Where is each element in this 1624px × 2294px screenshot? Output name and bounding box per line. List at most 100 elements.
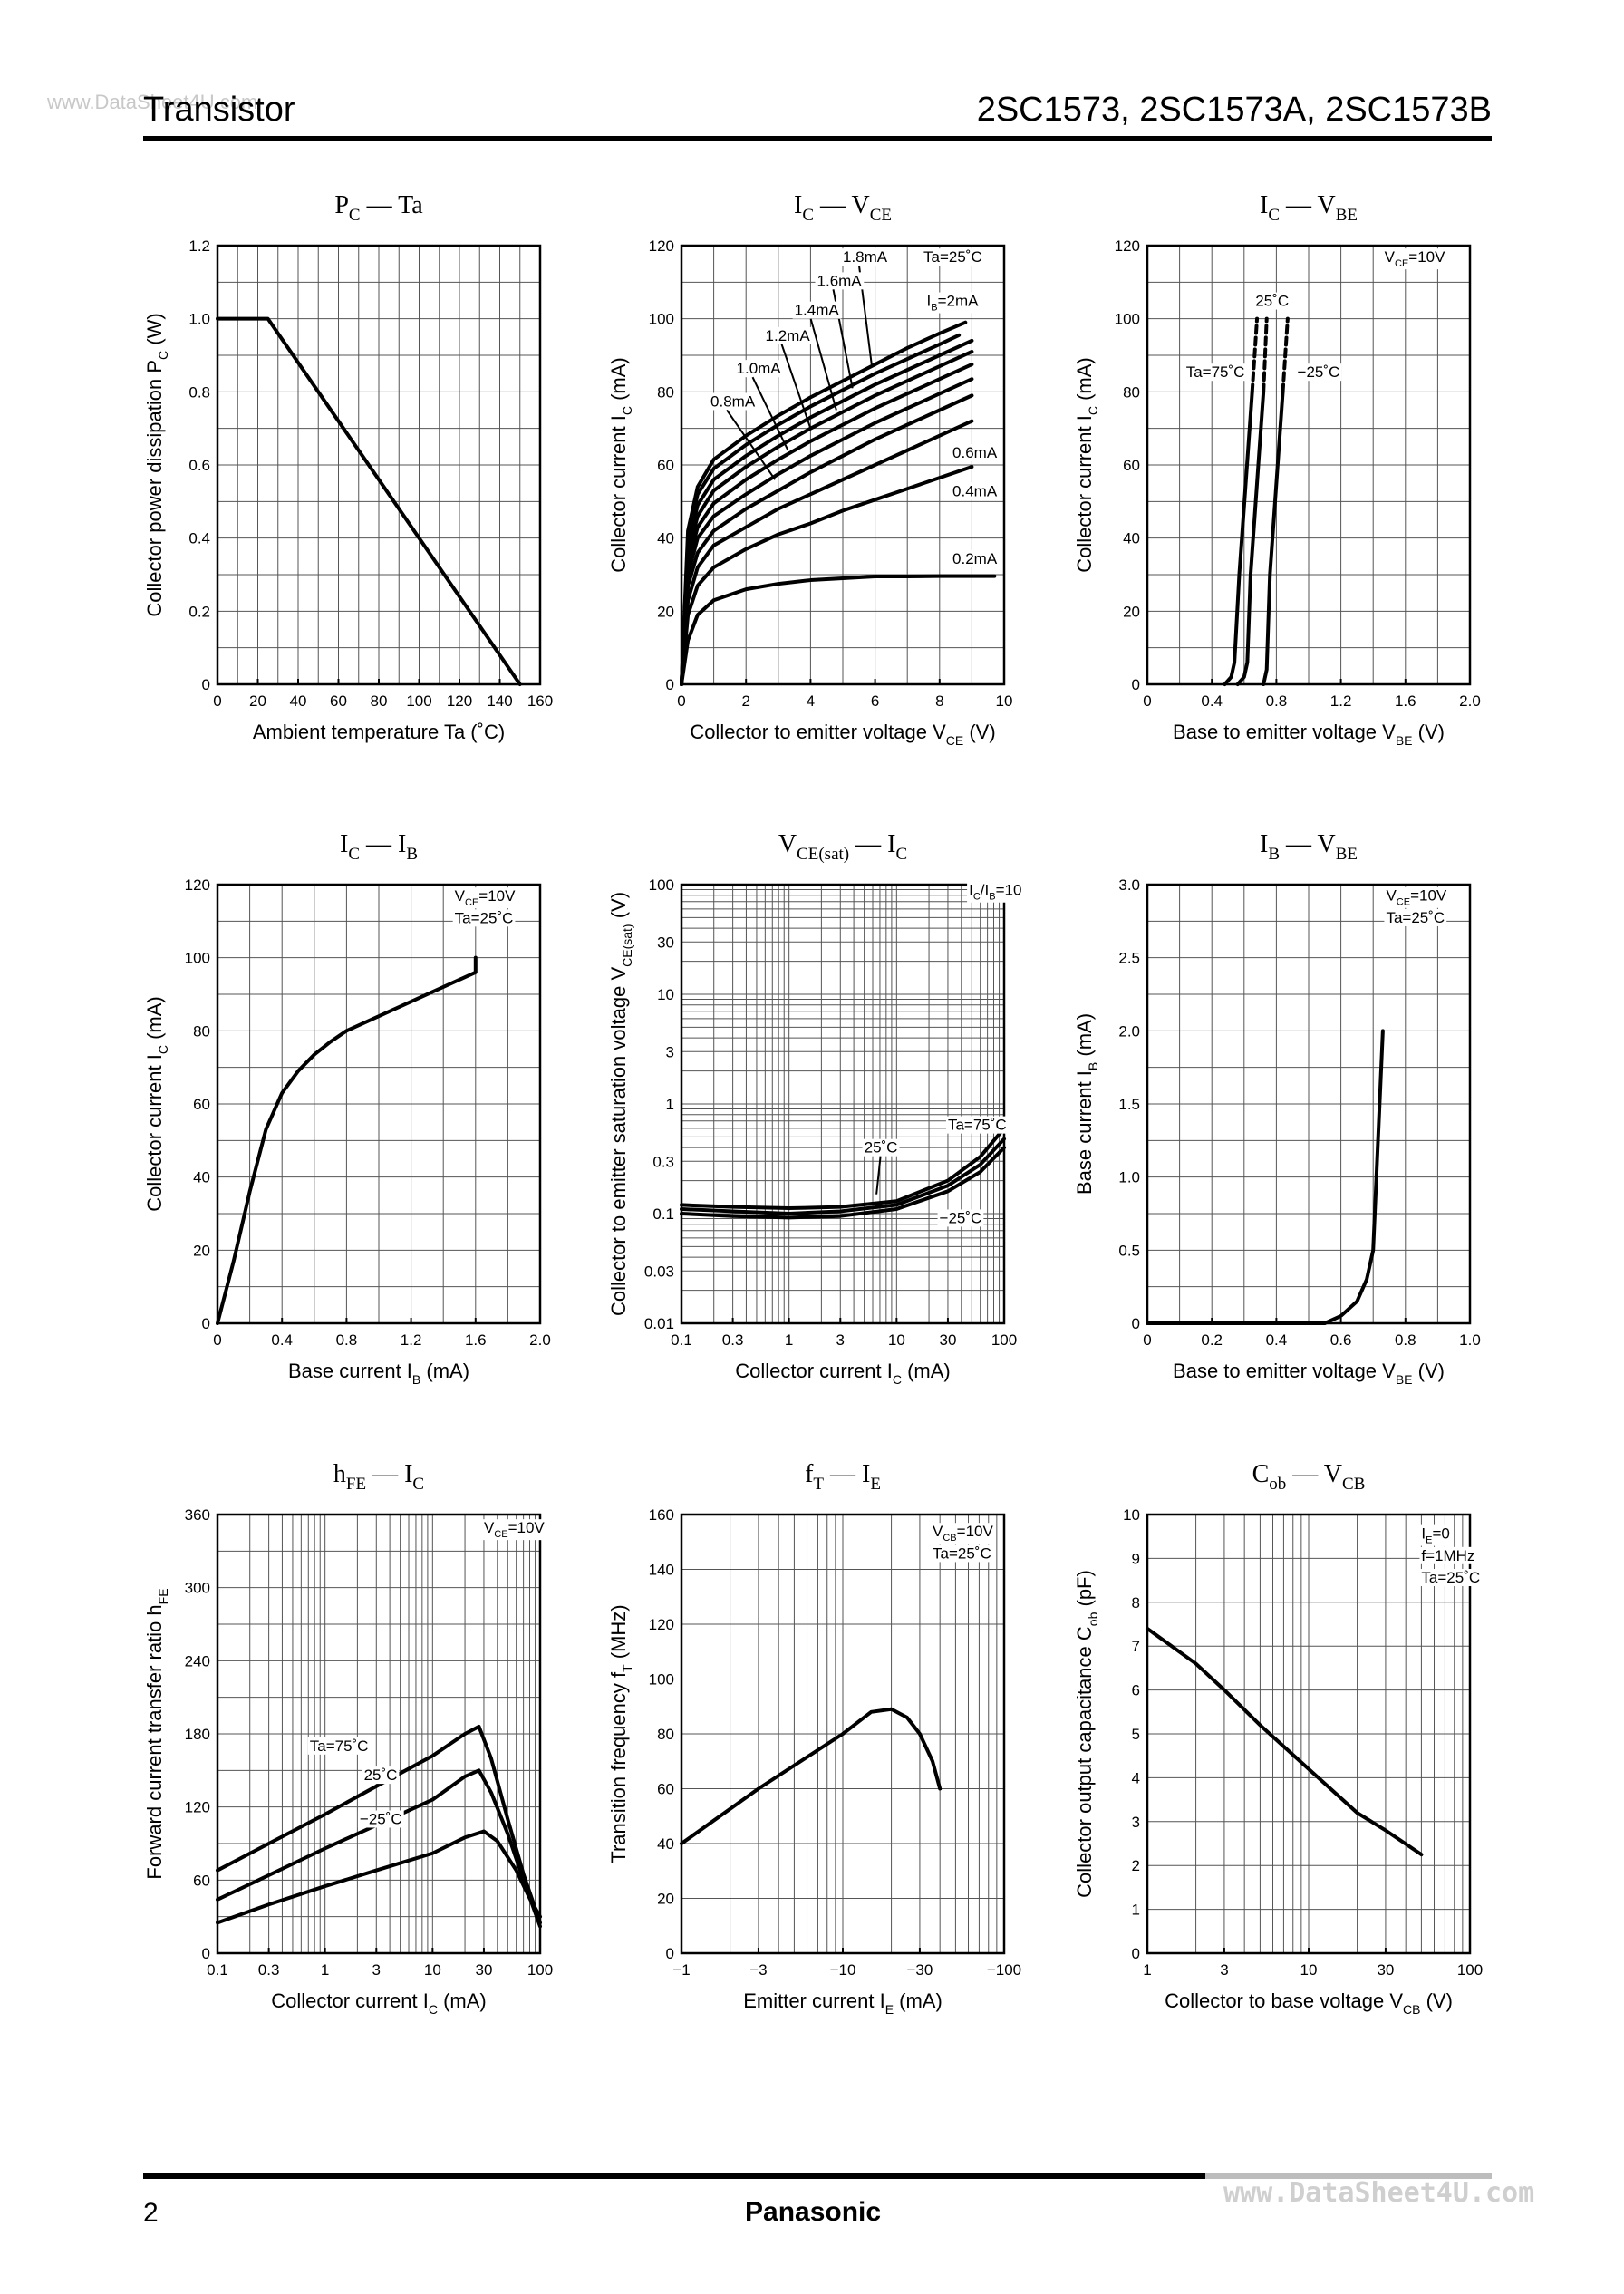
x-tick-label: 0 xyxy=(213,692,221,710)
annotation-bg xyxy=(967,881,1024,903)
x-tick-label: 30 xyxy=(939,1331,956,1349)
gridlines xyxy=(1147,246,1470,684)
y-tick-label: 240 xyxy=(185,1652,210,1670)
y-tick-label: 1.5 xyxy=(1118,1096,1140,1113)
x-tick-label: 1.6 xyxy=(465,1331,487,1349)
y-tick-label: 30 xyxy=(657,934,674,951)
y-tick-label: 60 xyxy=(1123,457,1140,474)
x-axis-label: Collector to base voltage VCB (V) xyxy=(1165,1989,1453,2017)
gridlines xyxy=(218,885,540,1323)
x-tick-label: 0 xyxy=(213,1331,221,1349)
section-title: Transistor xyxy=(143,91,295,129)
y-tick-label: 80 xyxy=(1123,383,1140,401)
x-tick-label: 1 xyxy=(785,1331,793,1349)
chart-title: IB — VBE xyxy=(1260,830,1358,864)
y-tick-label: 60 xyxy=(657,457,674,474)
brand-logo-text: Panasonic xyxy=(745,2197,882,2227)
x-tick-label: 1.6 xyxy=(1395,692,1416,710)
y-tick-label: 3 xyxy=(1132,1814,1140,1831)
annotation-bg xyxy=(937,1209,984,1227)
x-tick-label: 160 xyxy=(527,692,553,710)
annotation-label: Ta=25˚C xyxy=(455,909,514,926)
x-tick-label: −1 xyxy=(672,1961,690,1979)
y-tick-label: 0 xyxy=(666,676,674,693)
x-tick-label: 6 xyxy=(871,692,879,710)
y-tick-label: 8 xyxy=(1132,1594,1140,1612)
annotation-label: VCE=10V xyxy=(455,887,516,908)
chart-hfe-ic: 0.1 0.3 1 3 10 30 100 0 60 120 180 240 300 360 hFE — I… xyxy=(143,1460,553,2017)
footer-rule xyxy=(143,2173,1205,2179)
y-tick-label: 0.5 xyxy=(1118,1242,1140,1259)
annotation-bg xyxy=(357,1810,404,1828)
x-tick-label: 2.0 xyxy=(1459,692,1481,710)
x-tick-label: 2 xyxy=(741,692,749,710)
annotation-label: −25˚C xyxy=(360,1810,402,1827)
chart-pc-ta: 0 20 40 60 80 100 120 140 160 0 0.2 0.4 0.6 0.8 1.0 1.2… xyxy=(143,191,553,743)
x-tick-label: 0.2 xyxy=(1201,1331,1223,1349)
series-line-C-ob xyxy=(1146,1626,1424,1857)
x-axis-label: Ambient temperature Ta (˚C) xyxy=(253,721,505,743)
annotation-label: 1.2mA xyxy=(766,327,811,344)
y-axis-label: Forward current transfer ratio hFE xyxy=(143,1588,170,1879)
x-tick-label: 3 xyxy=(372,1961,381,1979)
annotation-label: 1.4mA xyxy=(795,302,840,319)
annotation-label: Ta=25˚C xyxy=(1421,1569,1480,1586)
annotation-bg xyxy=(1295,363,1342,382)
annotation-bg xyxy=(931,1523,996,1544)
annotation-label: Ta=75˚C xyxy=(1186,363,1245,381)
annotation-bg xyxy=(1419,1524,1452,1546)
model-numbers: 2SC1573, 2SC1573A, 2SC1573B xyxy=(976,91,1492,129)
y-tick-label: 0.6 xyxy=(188,457,210,474)
x-tick-label: 0.1 xyxy=(671,1331,692,1349)
y-tick-label: 7 xyxy=(1132,1638,1140,1655)
y-tick-label: 0.03 xyxy=(644,1263,674,1280)
series-line-I-B xyxy=(1146,1029,1385,1325)
series-group xyxy=(680,320,997,686)
annotation-bg xyxy=(1384,908,1447,926)
y-tick-label: 20 xyxy=(657,603,674,620)
annotation-bg xyxy=(763,326,813,344)
x-tick-label: 3 xyxy=(1220,1961,1228,1979)
page-number: 2 xyxy=(143,2198,159,2228)
y-tick-label: 120 xyxy=(185,876,210,894)
gridlines xyxy=(682,246,1004,684)
chart-ic-vbe: 0 0.4 0.8 1.2 1.6 2.0 0 20 40 60 80 100 120 IC — VBE B… xyxy=(1073,191,1481,748)
chart-ft-ie: −1 −3 −10 −30 −100 0 20 40 60 80 100 120 140 160 fT — … xyxy=(607,1460,1021,2017)
y-tick-label: 0 xyxy=(1132,1945,1140,1962)
x-axis-label: Collector current IC (mA) xyxy=(271,1989,487,2017)
x-tick-label: 0.6 xyxy=(1330,1331,1352,1349)
annotation-arrow xyxy=(751,376,789,451)
x-tick-label: 0 xyxy=(677,692,685,710)
x-tick-label: 2.0 xyxy=(529,1331,551,1349)
chart-ic-ib: 0 0.4 0.8 1.2 1.6 2.0 0 20 40 60 80 100 120 IC — IB Ba… xyxy=(143,830,551,1387)
x-axis-label: Base to emitter voltage VBE (V) xyxy=(1173,1360,1445,1387)
y-tick-label: 0.4 xyxy=(188,530,210,547)
annotation-label: 25˚C xyxy=(364,1766,398,1784)
annotation-bg xyxy=(862,1138,900,1157)
y-tick-label: 120 xyxy=(1115,237,1140,255)
x-tick-label: 0.4 xyxy=(1201,692,1223,710)
x-tick-label: 0.8 xyxy=(336,1331,358,1349)
y-tick-label: 20 xyxy=(193,1242,210,1259)
y-tick-label: 0.2 xyxy=(188,603,210,620)
y-axis-label: Collector to emitter saturation voltage … xyxy=(607,892,634,1316)
x-axis-label: Base current IB (mA) xyxy=(288,1360,469,1387)
x-tick-label: 20 xyxy=(249,692,266,710)
y-tick-label: 2.0 xyxy=(1118,1022,1140,1040)
footer-rule-grey xyxy=(1205,2173,1492,2179)
annotation-label: −25˚C xyxy=(940,1209,982,1226)
chart-title: PC — Ta xyxy=(334,191,423,225)
series-group xyxy=(1146,1626,1424,1857)
annotation-arrow xyxy=(780,344,812,429)
y-tick-label: 0 xyxy=(1132,1315,1140,1332)
x-tick-label: −10 xyxy=(830,1961,856,1979)
y-tick-label: 0 xyxy=(202,1945,210,1962)
x-tick-label: 1 xyxy=(321,1961,329,1979)
y-axis-label: Collector current IC (mA) xyxy=(607,357,634,573)
x-tick-label: 140 xyxy=(487,692,512,710)
y-tick-label: 40 xyxy=(193,1169,210,1186)
annotation-label: Ta=75˚C xyxy=(310,1737,369,1755)
y-tick-label: 1.0 xyxy=(188,311,210,328)
chart-vcesat-ic: 0.1 0.3 1 3 10 30 100 0.01 0.03 0.1 0.3 1 3 10 30 100 VC… xyxy=(607,830,1024,1387)
